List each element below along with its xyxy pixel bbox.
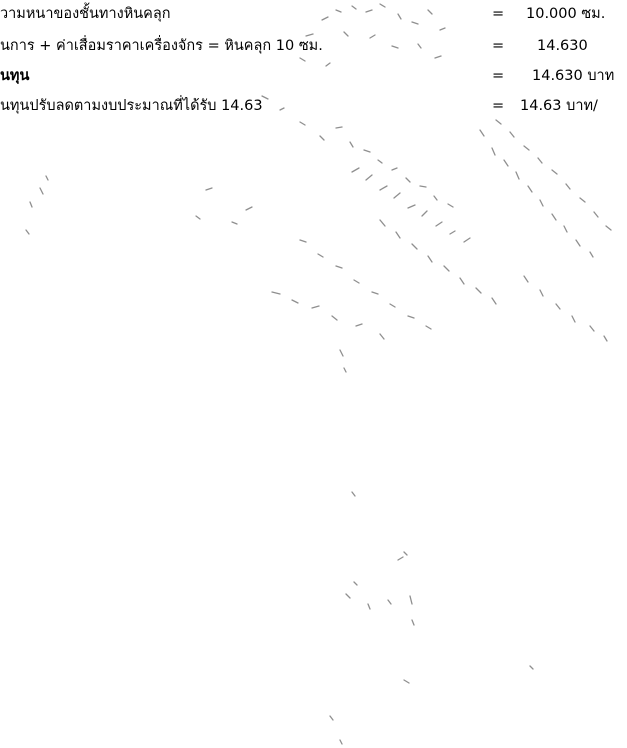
line-value: 10.000 ซม. (526, 6, 606, 22)
line-value: 14.630 บาท (532, 68, 615, 84)
line-thickness: วามหนาของชั้นทางหินคลุก = 10.000 ซม. (0, 1, 627, 27)
line-label: นทุนปรับลดตามงบประมาณที่ได้รับ 14.63 (0, 98, 263, 114)
line-label: วามหนาของชั้นทางหินคลุก (0, 6, 171, 22)
equals-sign: = (492, 38, 505, 54)
equals-sign: = (492, 98, 505, 114)
equals-sign: = (492, 68, 505, 84)
line-label: นทุน (0, 68, 30, 84)
line-value: 14.63 บาท/ (520, 98, 598, 114)
equals-sign: = (492, 6, 505, 22)
line-value: 14.630 (537, 38, 588, 54)
line-capital: นทุน = 14.630 บาท (0, 63, 627, 89)
line-machine-cost: นการ + ค่าเสื่อมราคาเครื่องจักร = หินคลุ… (0, 33, 627, 59)
line-label: นการ + ค่าเสื่อมราคาเครื่องจักร = หินคลุ… (0, 38, 323, 54)
line-adjusted-capital: นทุนปรับลดตามงบประมาณที่ได้รับ 14.63 = 1… (0, 93, 627, 119)
